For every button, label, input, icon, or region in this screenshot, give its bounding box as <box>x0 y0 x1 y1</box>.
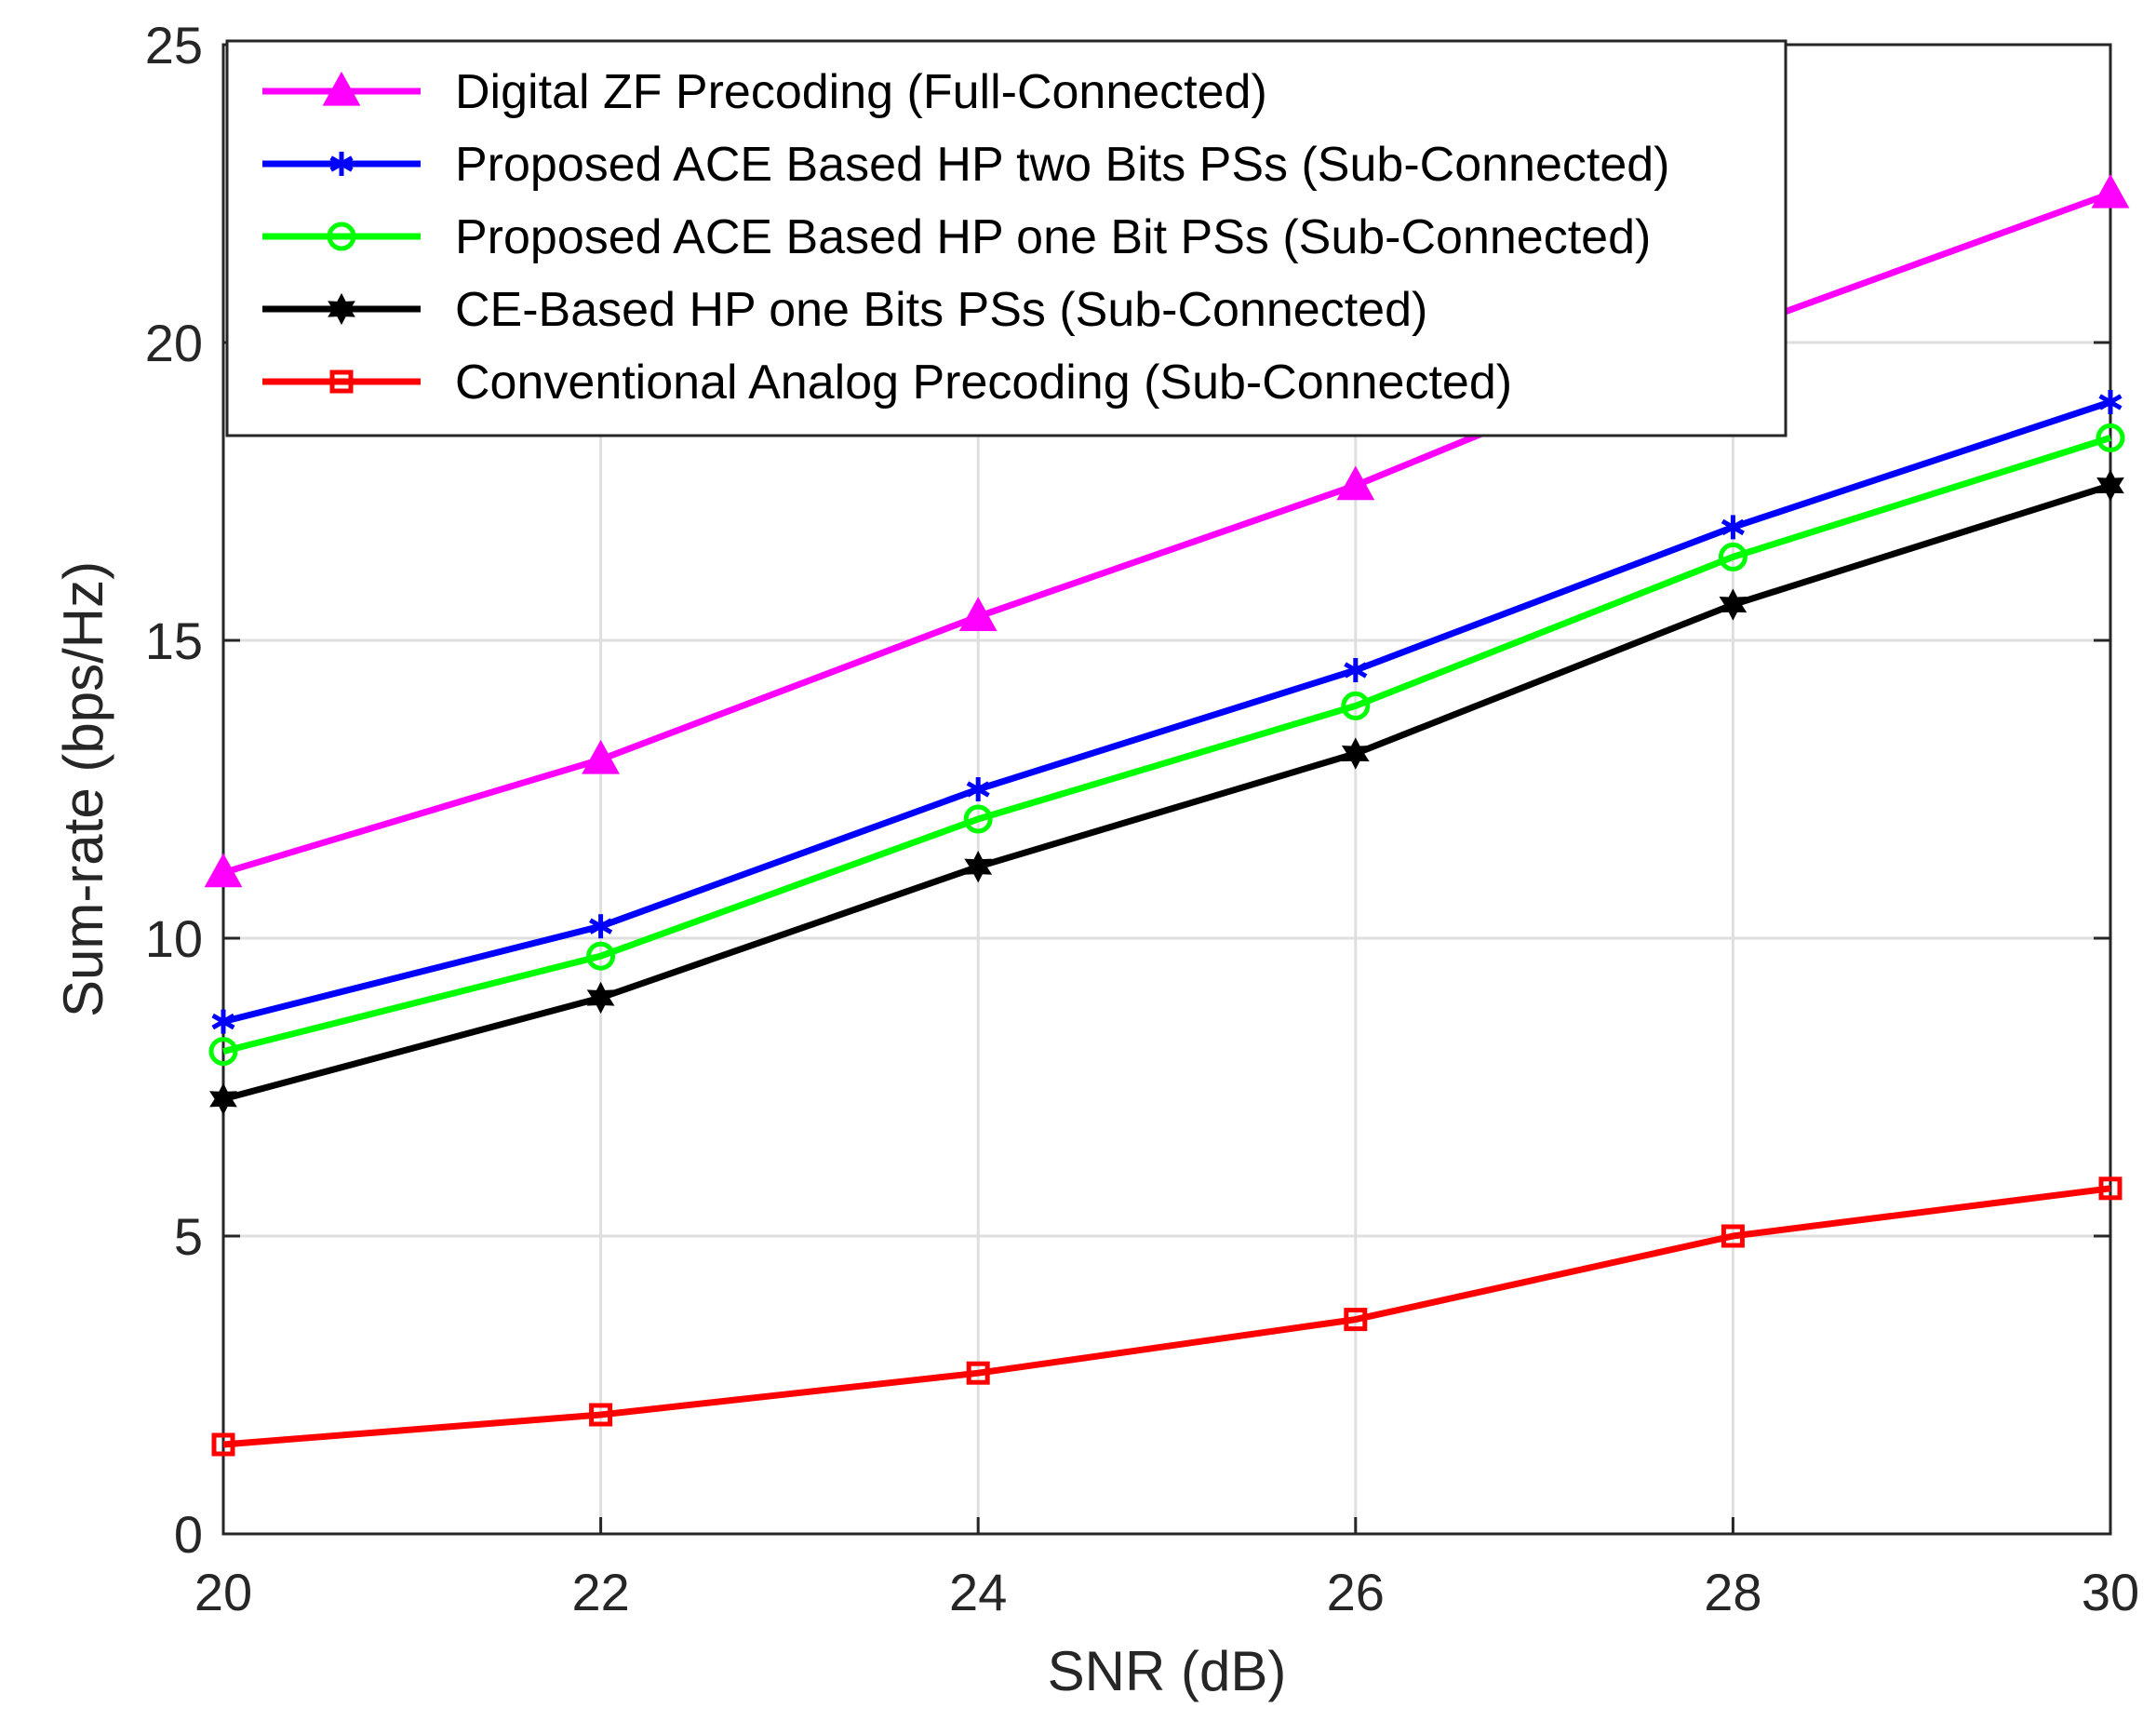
data-point <box>2091 173 2130 208</box>
y-axis-title: Sum-rate (bps/Hz) <box>52 561 114 1017</box>
data-point <box>1344 658 1368 682</box>
data-point <box>586 981 615 1015</box>
x-tick-label: 20 <box>194 1563 252 1621</box>
data-point <box>589 1403 613 1427</box>
marker-stroke <box>1721 518 1745 536</box>
y-tick-label: 0 <box>174 1505 203 1564</box>
data-point <box>208 1037 238 1067</box>
data-point <box>2098 390 2123 414</box>
data-point <box>582 739 620 774</box>
series-2 <box>211 390 2123 1034</box>
data-point <box>211 1432 235 1457</box>
legend: Digital ZF Precoding (Full-Connected) Pro… <box>225 39 1788 437</box>
data-point <box>204 853 243 888</box>
series-1 <box>204 173 2130 888</box>
legend-label: Digital ZF Precoding (Full-Connected) <box>455 65 1267 119</box>
legend-label: CE-Based HP one Bits PSs (Sub-Connected) <box>455 283 1427 337</box>
data-point <box>1721 1224 1745 1248</box>
data-point <box>1719 588 1748 621</box>
y-tick-label: 20 <box>145 314 203 372</box>
data-point <box>966 1361 990 1385</box>
x-tick-label: 22 <box>571 1563 629 1621</box>
series-line <box>222 435 2112 1055</box>
data-point <box>963 804 993 834</box>
legend-swatch-marker <box>329 152 354 176</box>
legend-swatch-marker <box>329 370 354 394</box>
x-tick-label: 26 <box>1327 1563 1385 1621</box>
marker-stroke <box>211 1013 235 1030</box>
y-tick-label: 25 <box>145 16 203 74</box>
legend-entry: CE-Based HP one Bits PSs (Sub-Connected) <box>262 283 1427 337</box>
data-point <box>2096 469 2124 502</box>
data-point <box>209 1082 237 1115</box>
data-point <box>1341 691 1371 720</box>
legend-entry: Proposed ACE Based HP two Bits PSs (Sub-… <box>262 138 1669 192</box>
series-line <box>221 190 2112 876</box>
data-point <box>964 851 993 883</box>
data-point <box>1718 542 1748 571</box>
x-tick-label: 28 <box>1704 1563 1761 1621</box>
data-point <box>966 777 990 801</box>
marker-stroke <box>589 918 613 934</box>
data-point <box>1336 465 1375 501</box>
data-point <box>2098 1176 2123 1201</box>
data-point <box>586 941 616 971</box>
legend-label: Conventional Analog Precoding (Sub-Conne… <box>455 356 1512 410</box>
y-tick-label: 5 <box>174 1207 203 1266</box>
legend-label: Proposed ACE Based HP two Bits PSs (Sub-… <box>455 138 1669 192</box>
data-point <box>1344 1308 1368 1332</box>
marker-stroke <box>966 781 990 798</box>
data-point <box>589 914 613 939</box>
series-line <box>222 398 2112 1025</box>
series-line <box>222 482 2112 1103</box>
legend-entry: Conventional Analog Precoding (Sub-Conne… <box>262 356 1512 410</box>
legend-swatch-marker <box>327 222 356 251</box>
data-point <box>211 1009 235 1034</box>
legend-entry: Digital ZF Precoding (Full-Connected) <box>262 65 1267 119</box>
legend-entry: Proposed ACE Based HP one Bit PSs (Sub-C… <box>262 210 1651 264</box>
legend-label: Proposed ACE Based HP one Bit PSs (Sub-C… <box>455 210 1651 264</box>
data-point <box>958 597 998 631</box>
legend-swatch-marker <box>328 292 355 326</box>
x-tick-label: 24 <box>949 1563 1007 1621</box>
legend-box <box>225 39 1788 437</box>
series-layer <box>204 173 2130 1457</box>
series-5 <box>211 1176 2123 1457</box>
series-3 <box>208 423 2125 1067</box>
marker-stroke <box>2098 394 2123 410</box>
x-axis-title: SNR (dB) <box>1048 1640 1287 1702</box>
y-tick-label: 15 <box>145 612 203 670</box>
legend-swatch-marker <box>322 71 361 106</box>
x-tick-label: 30 <box>2082 1563 2139 1621</box>
y-tick-label: 10 <box>145 909 203 968</box>
data-point <box>2096 423 2125 452</box>
marker-stroke <box>329 155 354 172</box>
data-point <box>1341 737 1370 770</box>
data-point <box>1721 515 1745 540</box>
series-line <box>222 1185 2111 1448</box>
series-4 <box>209 469 2124 1115</box>
marker-stroke <box>1344 662 1368 679</box>
